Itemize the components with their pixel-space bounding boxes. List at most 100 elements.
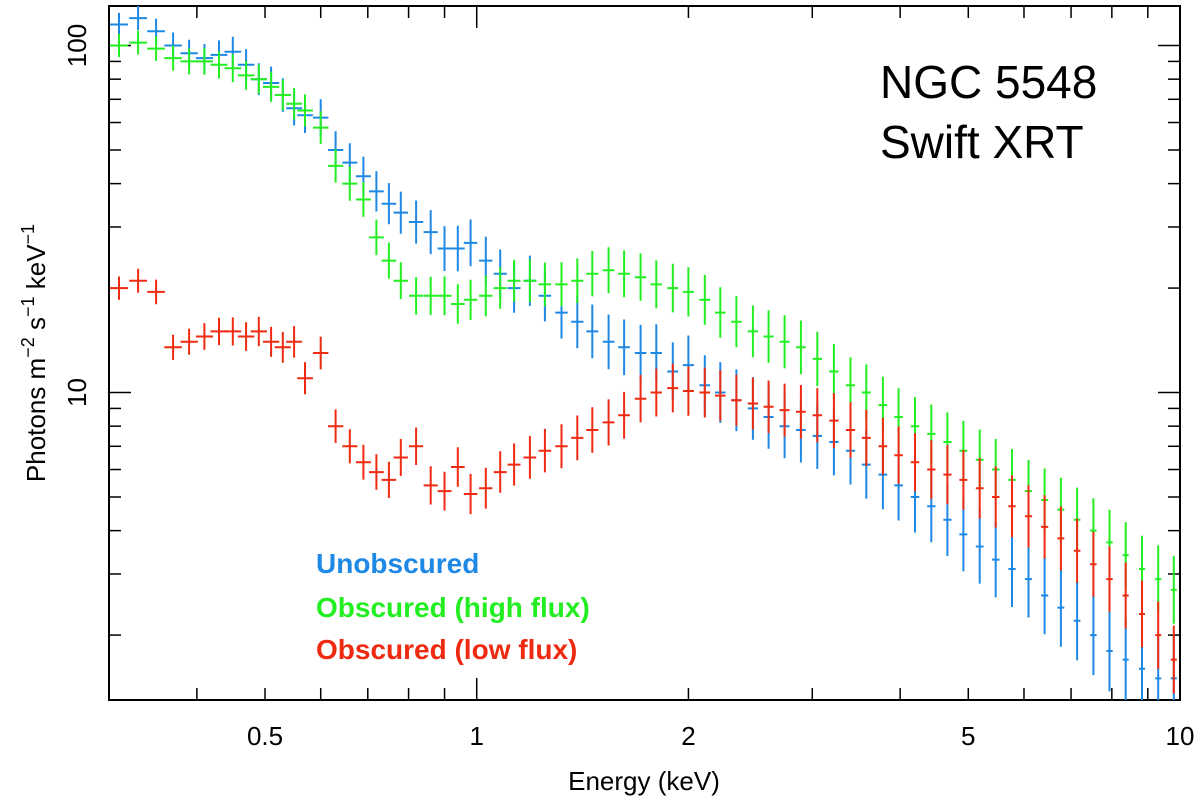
data-point	[555, 262, 568, 307]
data-point	[224, 54, 242, 83]
x-axis-title: Energy (keV)	[568, 766, 720, 796]
data-point	[437, 471, 452, 511]
data-point	[1024, 485, 1033, 548]
data-point	[423, 276, 438, 315]
data-point	[763, 380, 774, 433]
data-point	[263, 71, 280, 102]
series-unobscured	[110, 6, 1177, 700]
data-point	[1090, 595, 1097, 676]
data-point	[313, 111, 329, 144]
data-point	[634, 253, 647, 301]
data-point	[634, 324, 647, 382]
data-point	[602, 247, 615, 294]
y-tick-label: 100	[62, 24, 92, 67]
data-point	[250, 64, 267, 94]
y-axis-title-exp3: −1	[18, 224, 38, 245]
data-point	[910, 433, 920, 492]
data-point	[369, 171, 384, 212]
data-point	[747, 377, 758, 430]
data-point	[975, 457, 984, 519]
data-point	[507, 259, 521, 302]
data-point	[682, 267, 694, 317]
data-point	[602, 314, 615, 370]
data-point	[571, 258, 584, 304]
data-point	[451, 225, 465, 272]
data-point	[342, 166, 358, 201]
data-point	[586, 304, 599, 359]
data-point	[523, 259, 537, 303]
data-point	[355, 182, 371, 217]
data-point	[328, 409, 344, 443]
data-point	[409, 427, 424, 465]
data-point	[650, 260, 662, 309]
data-point	[369, 219, 384, 256]
data-point	[1008, 475, 1016, 538]
data-point	[313, 336, 329, 370]
data-point	[731, 374, 742, 426]
data-point	[507, 443, 521, 486]
legend-unobscured: Unobscured	[316, 548, 479, 579]
data-series	[110, 6, 1177, 700]
x-tick-label: 5	[961, 721, 975, 751]
legend-obscured-high-flux: Obscured (high flux)	[316, 592, 590, 623]
y-axis-title-exp2: −1	[18, 296, 38, 317]
data-point	[586, 251, 599, 297]
data-point	[147, 36, 165, 61]
data-point	[779, 383, 790, 437]
data-point	[1170, 555, 1177, 624]
data-point	[667, 363, 679, 413]
data-point	[555, 424, 568, 469]
data-point	[779, 315, 790, 369]
data-point	[164, 334, 182, 360]
data-point	[479, 275, 493, 317]
data-point	[437, 226, 452, 271]
data-point	[796, 385, 806, 439]
data-point	[1073, 518, 1081, 583]
data-point	[667, 263, 679, 313]
series-obscured-low-flux	[110, 268, 1177, 694]
y-axis-title: Photons m−2 s−1 keV−1	[18, 224, 51, 482]
data-point	[715, 287, 726, 338]
data-point	[523, 436, 537, 479]
data-point	[1170, 625, 1177, 694]
data-point	[943, 445, 952, 505]
annotation-object: NGC 5548	[880, 56, 1097, 108]
y-axis-title-mid1: s	[21, 317, 51, 337]
data-point	[975, 509, 984, 584]
data-point	[463, 279, 478, 320]
data-point	[1122, 562, 1129, 629]
data-point	[1155, 601, 1162, 669]
data-point	[829, 393, 839, 449]
data-point	[393, 191, 408, 234]
data-point	[409, 277, 424, 315]
data-point	[393, 262, 408, 300]
data-point	[571, 415, 584, 461]
data-point	[274, 79, 291, 111]
data-point	[463, 473, 478, 515]
x-tick-label: 0.5	[247, 721, 283, 751]
data-point	[1073, 581, 1081, 661]
data-point	[286, 326, 303, 358]
data-point	[110, 33, 128, 58]
data-point	[355, 444, 371, 480]
data-point	[699, 274, 711, 325]
data-point	[763, 310, 774, 363]
data-point	[1057, 506, 1065, 571]
data-point	[1122, 618, 1129, 700]
y-axis-title-exp1: −2	[18, 337, 38, 358]
data-point	[237, 322, 255, 351]
data-point	[861, 409, 871, 466]
y-tick-labels: 10 100	[62, 24, 92, 407]
x-tick-label: 2	[681, 721, 695, 751]
data-point	[1008, 531, 1016, 607]
plot-frame	[108, 5, 1181, 701]
data-point	[959, 450, 968, 510]
annotation-instrument: Swift XRT	[880, 116, 1084, 168]
data-point	[1041, 556, 1049, 635]
data-point	[195, 48, 213, 75]
data-point	[381, 242, 397, 279]
data-point	[1024, 540, 1033, 618]
data-point	[328, 149, 344, 183]
x-tick-labels: 0.5 1 2 5 10	[247, 721, 1195, 751]
